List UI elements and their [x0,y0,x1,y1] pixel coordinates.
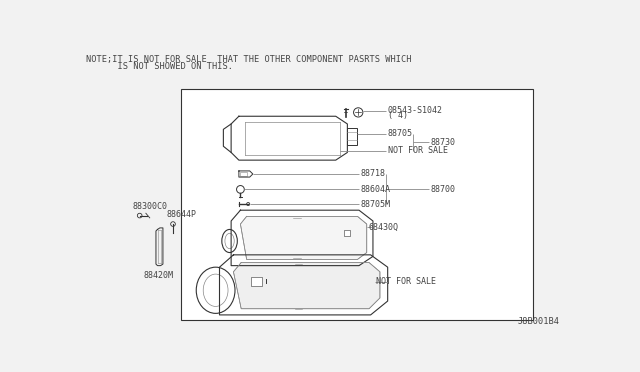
Text: NOT FOR SALE: NOT FOR SALE [376,277,436,286]
Text: IS NOT SHOWED ON THIS.: IS NOT SHOWED ON THIS. [86,62,233,71]
Text: NOTE;IT IS NOT FOR SALE  THAT THE OTHER COMPONENT PASRTS WHICH: NOTE;IT IS NOT FOR SALE THAT THE OTHER C… [86,55,412,64]
Text: 88644P: 88644P [167,209,197,218]
Text: NOT FOR SALE: NOT FOR SALE [388,147,447,155]
Text: 88300C0: 88300C0 [132,202,168,211]
Bar [180,89,533,320]
Bar [344,230,349,236]
Text: 88730: 88730 [430,138,455,147]
Text: ( 4): ( 4) [388,111,408,120]
Bar [250,277,262,286]
Text: 08543-S1042: 08543-S1042 [388,106,443,115]
Text: 88705M: 88705M [360,199,390,209]
Text: 88420M: 88420M [143,271,173,280]
Text: 88705: 88705 [388,129,413,138]
Polygon shape [241,217,367,260]
Bar [348,128,356,145]
Text: 68430Q: 68430Q [368,222,398,232]
Text: 88604A: 88604A [360,185,390,194]
Polygon shape [234,263,380,309]
Text: 88718: 88718 [360,170,385,179]
Text: J8B001B4: J8B001B4 [518,317,560,326]
Bar [239,173,248,176]
Text: 88700: 88700 [430,185,455,193]
